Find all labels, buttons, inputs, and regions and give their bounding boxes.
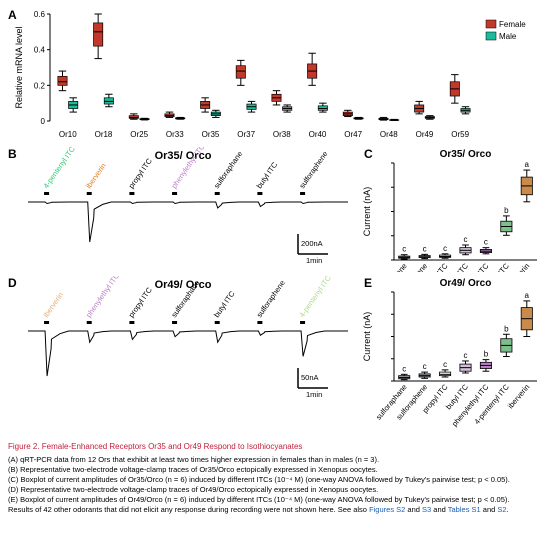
svg-text:b: b <box>504 324 509 333</box>
svg-text:Relative mRNA level: Relative mRNA level <box>14 26 24 108</box>
svg-text:iberverin: iberverin <box>84 161 108 190</box>
svg-text:Or25: Or25 <box>130 130 148 139</box>
svg-text:50nA: 50nA <box>301 373 319 382</box>
caption-line: (A) qRT-PCR data from 12 Ors that exhibi… <box>8 455 546 465</box>
svg-text:Current (nA): Current (nA) <box>362 187 372 237</box>
svg-text:200nA: 200nA <box>301 239 323 248</box>
caption-link[interactable]: S2 <box>497 505 506 514</box>
svg-text:butyl ITC: butyl ITC <box>212 289 237 319</box>
svg-text:c: c <box>423 244 427 253</box>
panel-d-label: D <box>8 276 17 290</box>
svg-text:iberverin: iberverin <box>506 383 531 411</box>
panel-c-label: C <box>364 147 373 161</box>
svg-text:Or49/ Orco: Or49/ Orco <box>155 279 212 291</box>
svg-text:propyl ITC: propyl ITC <box>127 285 155 319</box>
svg-text:c: c <box>443 244 447 253</box>
svg-text:Or37: Or37 <box>237 130 255 139</box>
svg-text:c: c <box>484 238 488 247</box>
figure-caption: Figure 2. Female-Enhanced Receptors Or35… <box>8 442 546 516</box>
panel-a-chart: 0 0.2 0.4 0.6 Relative mRNA level Or10 Or18 Or2… <box>8 8 546 143</box>
panel-d-trace: Or49/ Orco iberverin phenylethyl ITCpropyl… <box>8 276 358 406</box>
svg-text:sulforaphene: sulforaphene <box>297 149 329 190</box>
svg-text:Or59: Or59 <box>451 130 469 139</box>
panel-e-boxplot: Or49/ OrcoCurrent (nA)csulforaphanecsulf… <box>358 276 543 436</box>
caption-line: (B) Representative two-electrode voltage… <box>8 465 546 475</box>
svg-text:Or47: Or47 <box>344 130 362 139</box>
caption-line: (E) Boxplot of current amplitudes of Or4… <box>8 495 546 505</box>
svg-text:b: b <box>504 206 509 215</box>
svg-text:sulforaphene: sulforaphene <box>255 278 287 319</box>
panel-e-label: E <box>364 276 372 290</box>
caption-link[interactable]: Tables S1 <box>448 505 481 514</box>
svg-text:0: 0 <box>41 117 46 126</box>
panel-b-trace: Or35/ Orco4-pentenyl ITCiberverinpropyl … <box>8 147 358 272</box>
svg-text:a: a <box>525 291 530 300</box>
svg-text:c: c <box>464 235 468 244</box>
svg-text:c: c <box>443 360 447 369</box>
svg-text:4-pentenyl ITC: 4-pentenyl ITC <box>297 276 333 319</box>
svg-text:Male: Male <box>499 32 517 41</box>
svg-text:b: b <box>484 350 489 359</box>
svg-text:4-pentenyl ITC: 4-pentenyl ITC <box>41 147 77 190</box>
caption-line: Results of 42 other odorants that did no… <box>8 505 546 515</box>
caption-title: Figure 2. Female-Enhanced Receptors Or35… <box>8 442 546 453</box>
svg-text:Or48: Or48 <box>380 130 398 139</box>
svg-text:Or33: Or33 <box>166 130 184 139</box>
svg-text:iberverin: iberverin <box>41 290 65 319</box>
panel-b-label: B <box>8 147 17 161</box>
caption-line: (C) Boxplot of current amplitudes of Or3… <box>8 475 546 485</box>
svg-text:sulforaphane: sulforaphane <box>374 262 409 272</box>
caption-line: (D) Representative two-electrode voltage… <box>8 485 546 495</box>
svg-text:0.6: 0.6 <box>34 10 46 19</box>
caption-link[interactable]: S3 <box>422 505 431 514</box>
svg-text:butyl ITC: butyl ITC <box>255 160 280 190</box>
svg-text:1min: 1min <box>306 390 322 399</box>
svg-text:a: a <box>525 160 530 169</box>
svg-text:propyl ITC: propyl ITC <box>127 156 155 190</box>
svg-text:phenylethyl ITC: phenylethyl ITC <box>84 276 122 319</box>
svg-text:0.4: 0.4 <box>34 46 46 55</box>
svg-text:Or35/ Orco: Or35/ Orco <box>440 149 492 160</box>
caption-link[interactable]: Figures S2 <box>369 505 405 514</box>
svg-text:c: c <box>464 351 468 360</box>
panel-c-boxplot: Or35/ OrcoCurrent (nA)csulforaphanecsulf… <box>358 147 543 272</box>
svg-text:1min: 1min <box>306 256 322 265</box>
svg-text:Or18: Or18 <box>95 130 113 139</box>
svg-text:Or10: Or10 <box>59 130 77 139</box>
svg-text:Current (nA): Current (nA) <box>362 312 372 362</box>
svg-text:Or40: Or40 <box>309 130 327 139</box>
svg-text:Or49/ Orco: Or49/ Orco <box>440 278 492 289</box>
svg-text:c: c <box>402 245 406 254</box>
svg-text:sulforaphane: sulforaphane <box>212 149 244 190</box>
svg-text:Or49: Or49 <box>416 130 434 139</box>
svg-text:Or38: Or38 <box>273 130 291 139</box>
svg-text:Female: Female <box>499 20 526 29</box>
svg-text:c: c <box>423 362 427 371</box>
svg-text:Or35: Or35 <box>202 130 220 139</box>
panel-a-label: A <box>8 8 17 22</box>
svg-text:0.2: 0.2 <box>34 81 46 90</box>
svg-text:c: c <box>402 364 406 373</box>
